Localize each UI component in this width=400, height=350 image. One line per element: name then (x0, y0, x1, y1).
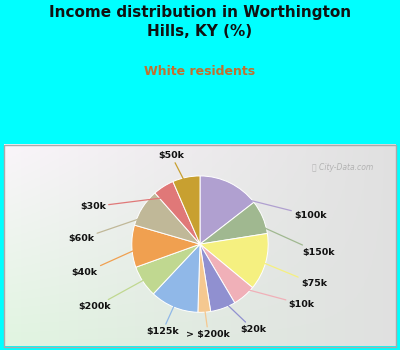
Wedge shape (200, 244, 235, 312)
Wedge shape (200, 244, 252, 303)
Text: $50k: $50k (158, 151, 189, 189)
Text: $30k: $30k (80, 197, 170, 211)
Text: $75k: $75k (254, 259, 327, 288)
Text: $10k: $10k (236, 287, 315, 309)
Text: $40k: $40k (72, 246, 144, 277)
Wedge shape (134, 193, 200, 244)
Wedge shape (200, 176, 254, 244)
Wedge shape (200, 233, 268, 288)
Wedge shape (132, 225, 200, 267)
Text: White residents: White residents (144, 65, 256, 78)
Text: $60k: $60k (68, 214, 153, 243)
Wedge shape (155, 182, 200, 244)
Wedge shape (153, 244, 200, 312)
Wedge shape (173, 176, 200, 244)
Text: $125k: $125k (146, 296, 179, 336)
Text: > $200k: > $200k (186, 300, 230, 339)
Text: $150k: $150k (251, 222, 335, 257)
Text: $100k: $100k (224, 194, 327, 220)
Text: Income distribution in Worthington
Hills, KY (%): Income distribution in Worthington Hills… (49, 5, 351, 39)
Text: $200k: $200k (79, 275, 153, 312)
Text: $20k: $20k (219, 297, 266, 334)
Wedge shape (198, 244, 211, 312)
Wedge shape (200, 202, 267, 244)
Wedge shape (136, 244, 200, 294)
Text: ⓘ City-Data.com: ⓘ City-Data.com (312, 163, 373, 173)
